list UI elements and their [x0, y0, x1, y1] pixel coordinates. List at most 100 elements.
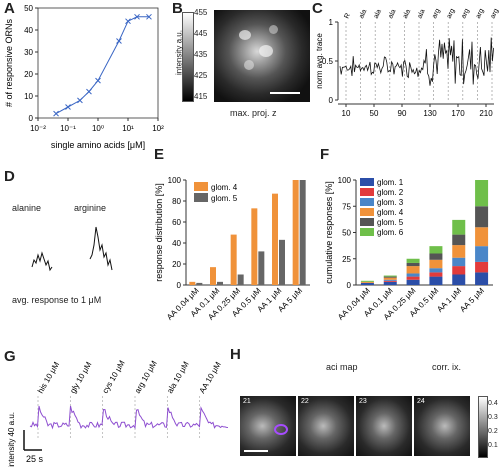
roi-marker — [274, 424, 288, 435]
panel-g-chart: intensity 40 a.u. 25 s his 10 μM gly 10 μM c… — [7, 358, 229, 467]
f-ylabel: cumulative responses [%] — [324, 181, 334, 284]
f-bar-segment — [383, 275, 397, 277]
c-stim-label: arg — [460, 8, 471, 20]
f-legend-label: glom. 3 — [377, 198, 404, 207]
panel-label-g: G — [4, 348, 16, 365]
average-traces — [31, 226, 113, 272]
f-bar-segment — [360, 281, 374, 283]
correlation-colorbar — [478, 396, 488, 458]
e-bar — [279, 239, 285, 285]
c-stim-label: arg — [475, 8, 486, 20]
intensity-tick-label: 455 — [194, 8, 208, 17]
aci-frame-label: 24 — [417, 398, 425, 405]
max-projection-image — [214, 10, 310, 102]
a-fit-line — [55, 16, 149, 115]
f-bar-segment — [452, 266, 466, 275]
e-ytick-label: 80 — [172, 197, 181, 206]
c-xtick-label: 10 — [342, 109, 351, 118]
panel-h: aci map corr. ix. 21 22 23 24 0.4 0.3 0.2 0.1 — [234, 362, 500, 467]
c-xtick-label: 210 — [479, 109, 493, 118]
c-ytick-label: 1 — [329, 18, 334, 27]
panel-label-e: E — [154, 146, 165, 163]
panel-a-chart: 0 10 20 30 40 50 10⁻² 10⁻¹ 10⁰ 10¹ 10² single amino… — [4, 4, 164, 150]
f-bar-segment — [429, 272, 443, 277]
f-ytick-label: 0 — [347, 281, 352, 290]
aci-frame-label: 23 — [359, 398, 367, 405]
a-plot-frame — [37, 7, 159, 119]
f-legend-label: glom. 5 — [377, 218, 404, 227]
e-bar — [237, 274, 244, 285]
f-legend-label: glom. 4 — [377, 208, 404, 217]
f-bar-segment — [452, 257, 466, 267]
c-xtick-label: 130 — [423, 109, 437, 118]
intensity-tick-label: 425 — [194, 71, 208, 80]
panel-label-f: F — [320, 146, 330, 163]
a-data-point — [116, 38, 122, 44]
e-bar — [299, 180, 306, 285]
aci-frame: 22 — [298, 396, 354, 456]
panel-label-c: C — [312, 0, 323, 17]
f-legend-label: glom. 1 — [377, 178, 404, 187]
f-bar-segment — [429, 259, 443, 269]
a-xtick-label: 10⁻¹ — [60, 124, 76, 133]
scale-bar — [270, 92, 300, 94]
f-ytick-label: 25 — [342, 255, 351, 264]
c-stim-label: ala — [416, 8, 426, 20]
c-stim-label: arg — [431, 8, 442, 20]
c-xtick-label: 170 — [451, 109, 465, 118]
panel-b: 455 445 435 425 415 intensity a.u. max. proj… — [174, 8, 312, 133]
f-legend-swatch — [360, 198, 374, 206]
e-bar — [230, 234, 237, 285]
intensity-tick-label: 415 — [194, 92, 208, 101]
f-bar-segment — [383, 279, 397, 281]
f-legend-swatch — [360, 178, 374, 186]
panel-label-b: B — [172, 0, 183, 17]
e-ytick-label: 40 — [172, 239, 181, 248]
f-bar-segment — [475, 206, 489, 228]
panel-label-a: A — [4, 0, 15, 17]
f-bar-segment — [475, 261, 489, 273]
a-ytick-label: 0 — [29, 114, 34, 123]
f-bar-segment — [360, 282, 374, 285]
f-bar-segment — [406, 273, 420, 277]
f-ytick-label: 100 — [338, 176, 352, 185]
f-bar-segment — [383, 281, 397, 285]
e-bar — [272, 193, 278, 285]
c-xtick-label: 90 — [398, 109, 407, 118]
f-bar-segment — [452, 245, 466, 258]
a-xlabel: single amino acids [μM] — [51, 140, 145, 150]
corr-tick-label: 0.3 — [488, 414, 498, 421]
trace-alanine-label: alanine — [12, 203, 42, 213]
aci-frame: 24 — [414, 396, 470, 456]
a-ytick-label: 50 — [24, 4, 33, 13]
f-bar-segment — [406, 276, 420, 280]
e-bar — [217, 281, 223, 285]
g-trace — [29, 405, 229, 430]
f-ytick-label: 75 — [342, 202, 351, 211]
f-legend-swatch — [360, 208, 374, 216]
f-bar-segment — [475, 227, 489, 247]
c-stim-label: R — [343, 12, 351, 20]
f-bar-segment — [452, 234, 466, 246]
aci-map-title: aci map — [326, 362, 358, 372]
f-bar-segment — [475, 272, 489, 285]
panel-label-h: H — [230, 346, 241, 363]
a-ytick-label: 30 — [24, 48, 33, 57]
f-bar-segment — [475, 180, 489, 207]
a-ytick-label: 10 — [24, 92, 33, 101]
intensity-tick-label: 445 — [194, 29, 208, 38]
aci-frame: 21 — [240, 396, 296, 456]
f-bar-segment — [429, 268, 443, 273]
a-ytick-label: 40 — [24, 26, 33, 35]
a-xtick-label: 10¹ — [122, 124, 134, 133]
intensity-axis-label: intensity a.u. — [174, 30, 184, 75]
e-legend-label: glom. 4 — [211, 183, 238, 192]
g-scale-label-x: 25 s — [26, 454, 44, 464]
f-bar-segment — [429, 246, 443, 254]
f-bar-segment — [383, 277, 397, 280]
a-data-point — [134, 13, 140, 20]
a-data-point — [86, 88, 92, 95]
f-bar-segment — [429, 276, 443, 285]
